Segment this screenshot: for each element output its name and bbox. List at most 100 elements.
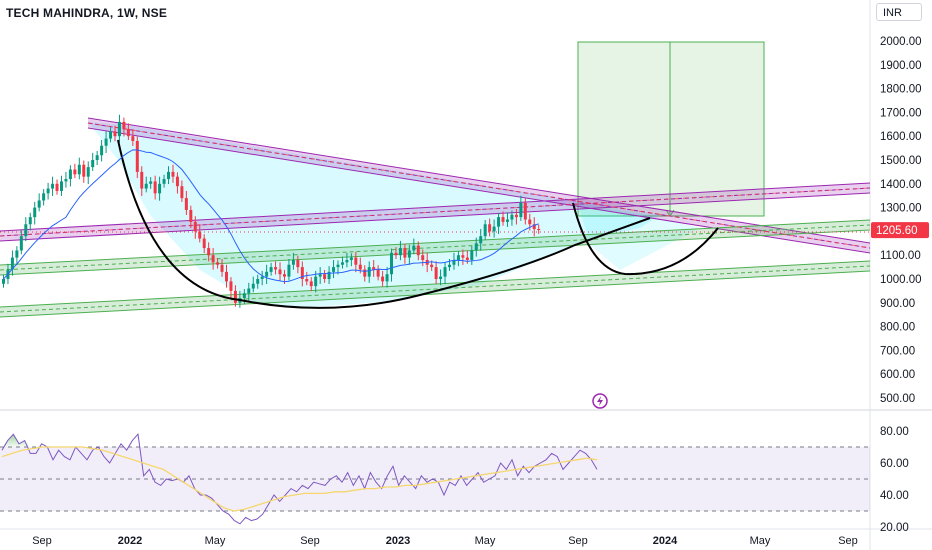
candle-body: [24, 224, 28, 237]
candle-body: [510, 214, 514, 220]
candle-body: [28, 217, 32, 225]
candle-body: [381, 276, 385, 282]
candle: [291, 252, 295, 270]
candle-body: [229, 281, 233, 291]
candle-body: [10, 257, 14, 270]
candle: [91, 152, 95, 171]
channel-dashed-line: [0, 187, 871, 237]
candle-body: [327, 271, 331, 279]
candle: [207, 242, 211, 262]
candle-body: [528, 219, 532, 225]
candle: [167, 166, 171, 185]
candle-body: [247, 288, 251, 294]
candle: [287, 259, 291, 281]
candle-body: [465, 257, 469, 260]
candle: [349, 253, 353, 267]
candle: [131, 129, 135, 146]
candle: [381, 270, 385, 287]
candle: [296, 255, 300, 274]
candle: [229, 277, 233, 299]
candle-body: [407, 250, 411, 258]
candle-body: [358, 264, 362, 270]
candle: [470, 246, 474, 265]
candle-body: [189, 209, 193, 222]
price-tick-label: 1100.00: [880, 250, 921, 262]
candle-body: [19, 236, 23, 251]
candle: [394, 247, 398, 260]
price-tick-label: 1300.00: [880, 203, 922, 215]
candle-body: [37, 200, 41, 208]
candle: [332, 259, 336, 279]
candle-body: [135, 140, 139, 172]
candle-body: [46, 188, 50, 194]
currency-selector[interactable]: INR: [876, 3, 922, 21]
candle-body: [233, 290, 237, 303]
cup-curve: [117, 139, 651, 309]
candle-body: [443, 267, 447, 277]
time-tick-label: Sep: [32, 535, 52, 547]
candle-body: [318, 274, 322, 277]
candle-body: [225, 271, 228, 282]
candle-body: [385, 274, 389, 282]
candle: [269, 262, 273, 276]
candle: [171, 164, 175, 183]
candle-body: [497, 217, 501, 227]
candle-body: [403, 248, 407, 258]
candle: [488, 218, 492, 237]
candle: [233, 285, 237, 307]
candle-body: [180, 186, 184, 199]
rsi-tick-label: 40.00: [880, 490, 909, 502]
candle: [59, 175, 63, 196]
candle: [149, 177, 153, 189]
candle-body: [198, 231, 202, 239]
candle: [274, 261, 278, 275]
candle-body: [95, 155, 99, 160]
candle-body: [149, 181, 153, 184]
candle-body: [216, 262, 220, 265]
candle-body: [479, 236, 483, 244]
candle-body: [256, 279, 260, 284]
time-tick-label: 2022: [118, 535, 142, 547]
candle: [510, 210, 514, 226]
candle: [251, 276, 255, 293]
candle: [452, 252, 456, 270]
candle: [345, 252, 349, 268]
candle: [492, 219, 496, 238]
candle: [158, 176, 162, 201]
candle-body: [416, 245, 420, 256]
candle-body: [523, 202, 527, 220]
rsi-tick-label: 80.00: [880, 426, 909, 438]
candle: [372, 259, 376, 277]
price-tick-label: 1900.00: [880, 60, 922, 72]
time-tick-label: Sep: [300, 535, 320, 547]
candle-body: [207, 248, 211, 256]
candle-body: [367, 267, 371, 277]
candle-body: [55, 183, 59, 191]
candle-body: [282, 274, 286, 277]
candle-body: [492, 226, 496, 232]
candle-body: [274, 267, 278, 270]
price-tick-label: 2000.00: [880, 36, 922, 48]
rsi-tick-label: 20.00: [880, 522, 909, 534]
candle-body: [501, 217, 505, 222]
chart-title: TECH MAHINDRA, 1W, NSE: [6, 6, 168, 20]
price-tick-label: 1000.00: [880, 274, 922, 286]
candle-body: [220, 264, 224, 272]
candle-body: [175, 176, 179, 187]
candle-body: [354, 257, 358, 265]
candle: [305, 271, 309, 286]
candle-body: [430, 264, 434, 268]
candle-body: [474, 243, 478, 251]
candle-body: [398, 248, 402, 256]
candle-body: [211, 255, 215, 263]
candle-body: [505, 219, 509, 222]
candle: [456, 250, 460, 267]
candle: [144, 176, 148, 193]
rsi-overbought-fill: [2, 434, 42, 447]
candle-body: [100, 145, 104, 156]
candle: [398, 240, 402, 261]
candle-body: [421, 255, 425, 260]
rsi-tick-label: 60.00: [880, 458, 909, 470]
price-tick-label: 1800.00: [880, 84, 922, 96]
